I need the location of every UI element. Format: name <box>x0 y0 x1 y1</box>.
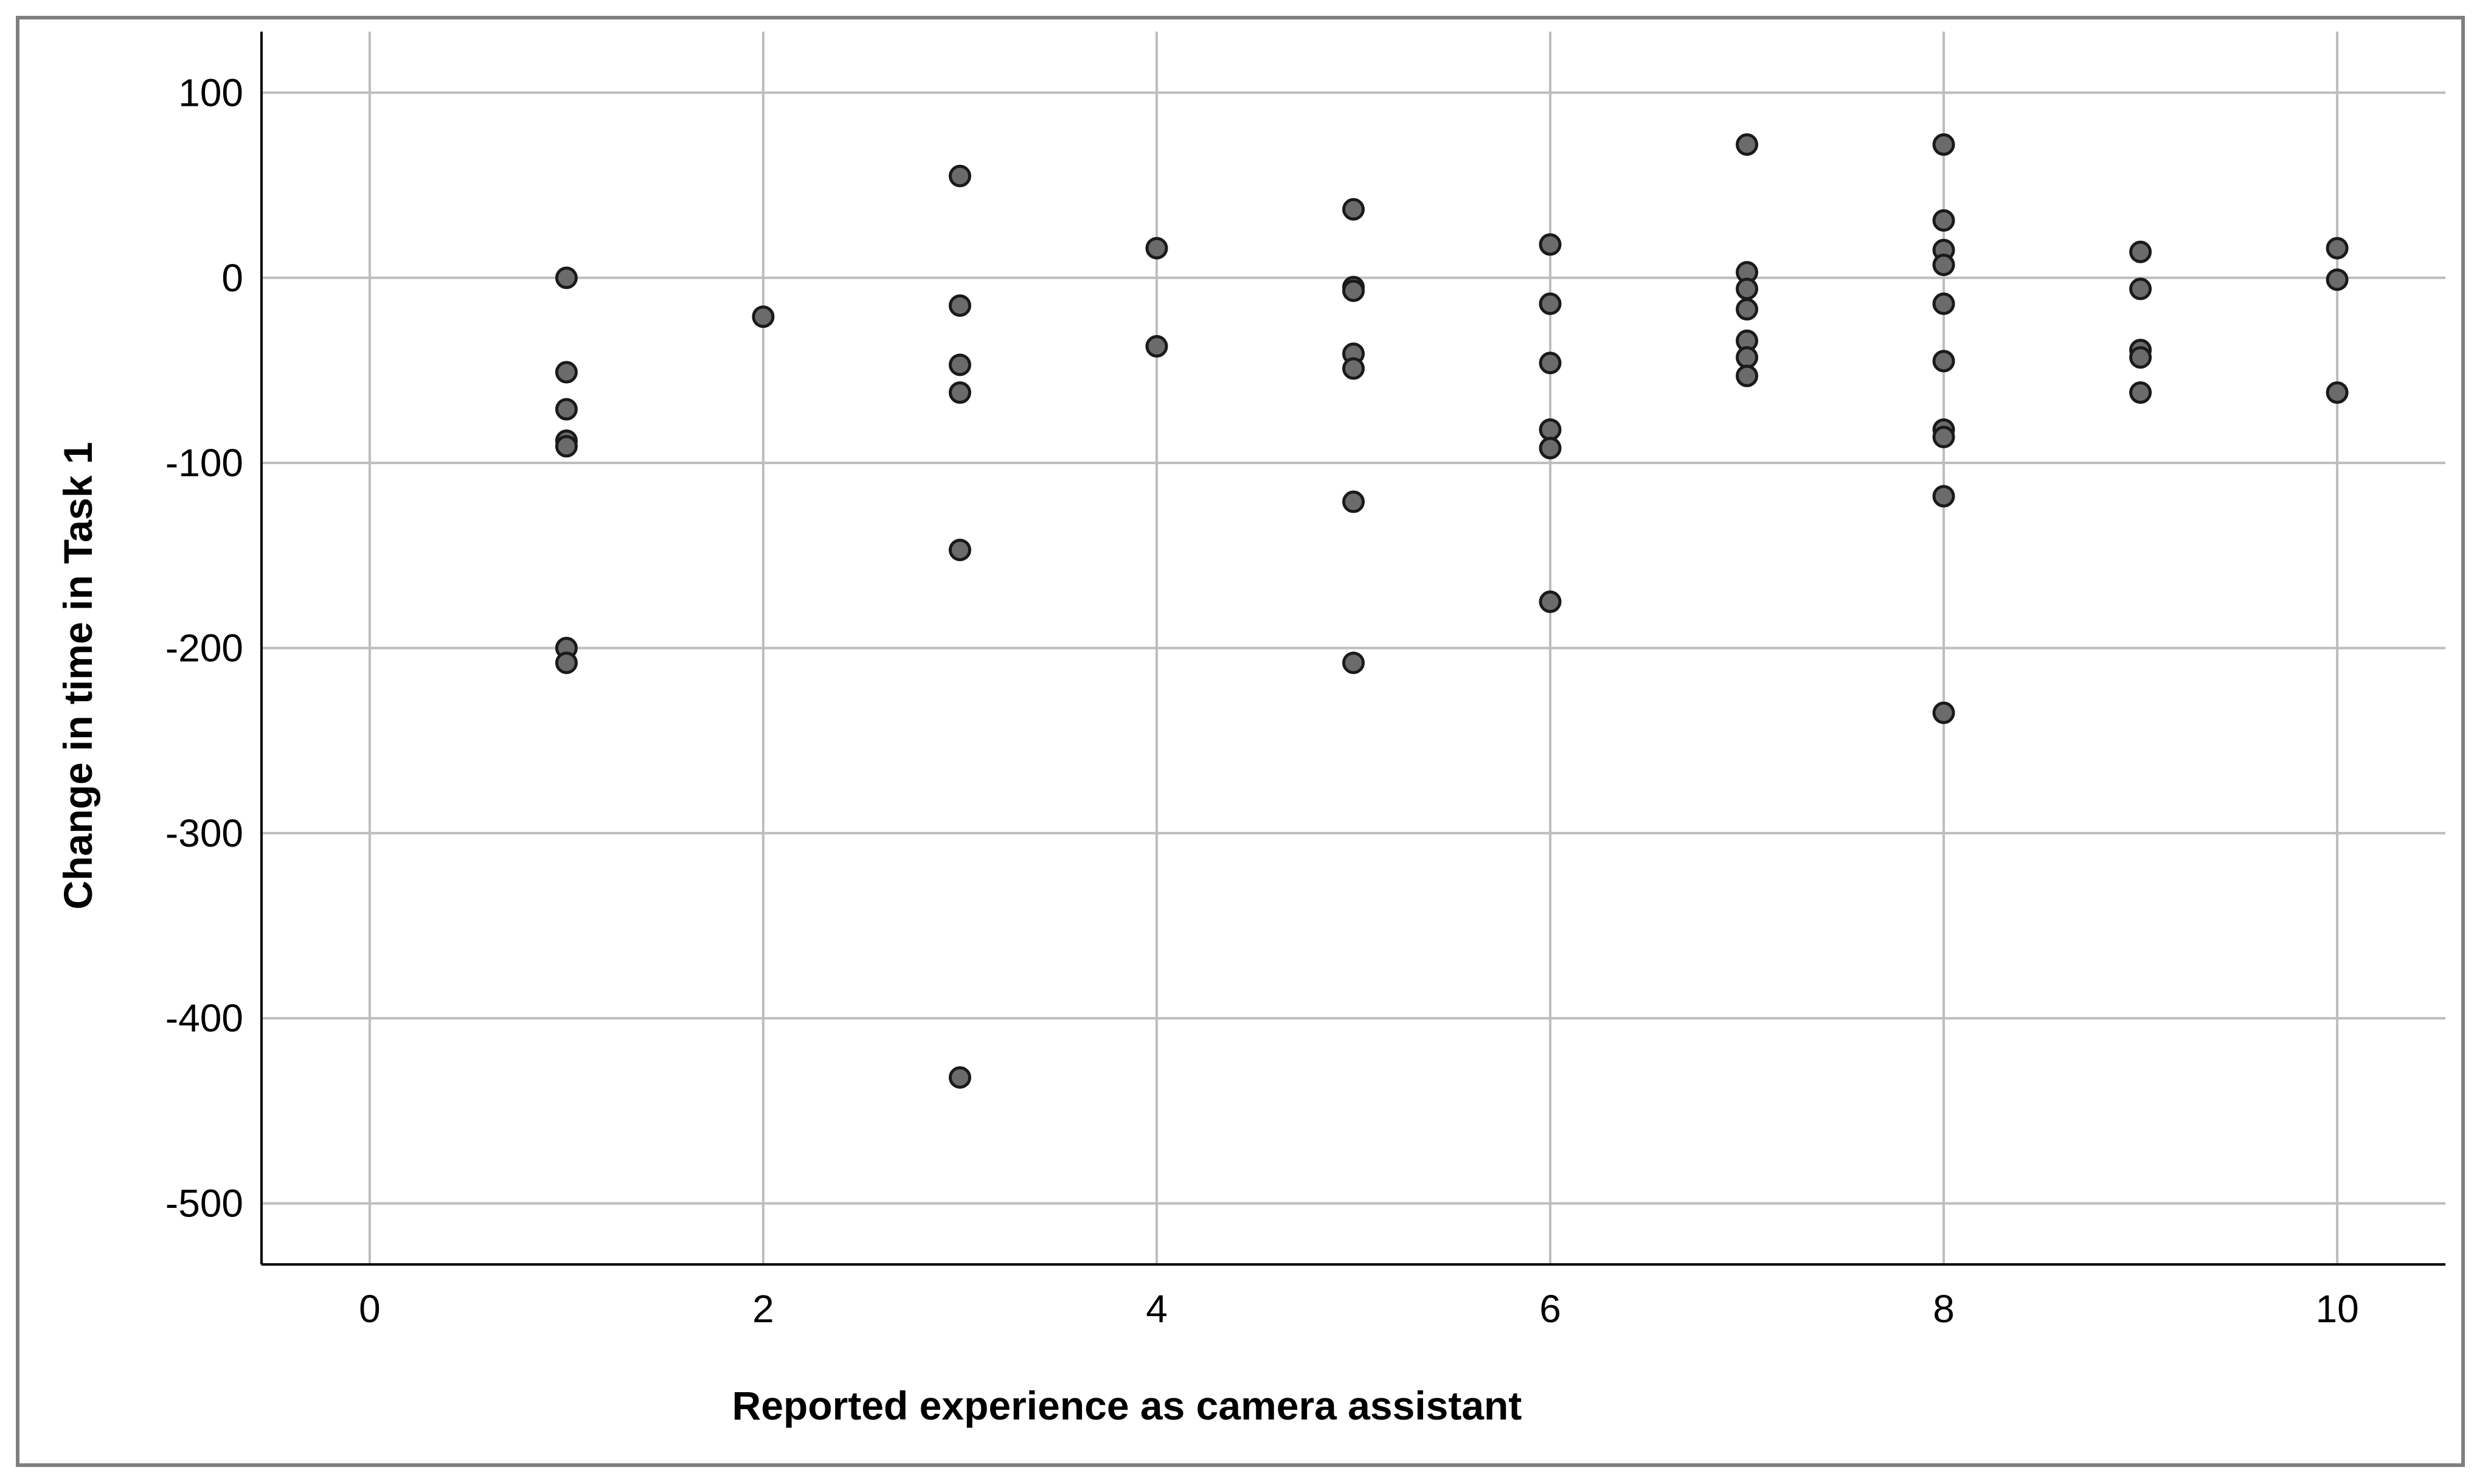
data-point <box>2326 381 2349 404</box>
data-point <box>1342 490 1365 513</box>
y-tick-label: -500 <box>165 1182 243 1226</box>
data-point <box>1539 292 1562 315</box>
x-tick-label: 2 <box>752 1287 774 1331</box>
data-point <box>1539 418 1562 441</box>
data-point <box>1539 437 1562 460</box>
x-axis-title: Reported experience as camera assistant <box>732 1383 1522 1428</box>
data-point <box>1932 485 1955 508</box>
tick-labels: 0 2 4 6 8 10 100 0 -100 -200 -300 -400 -500 <box>165 71 2359 1331</box>
data-point <box>1932 350 1955 373</box>
data-point <box>1736 133 1759 156</box>
data-point <box>1539 590 1562 613</box>
data-point <box>948 294 971 317</box>
data-point <box>1932 253 1955 276</box>
data-point <box>1342 279 1365 302</box>
data-point <box>948 381 971 404</box>
x-tick-label: 10 <box>2315 1287 2358 1331</box>
y-axis-title: Change in time in Task 1 <box>55 442 100 910</box>
data-points <box>555 133 2349 1089</box>
data-point <box>1736 346 1759 369</box>
data-point <box>948 353 971 376</box>
data-point <box>2129 277 2152 300</box>
data-point <box>1342 357 1365 380</box>
data-point <box>1736 298 1759 321</box>
data-point <box>2326 237 2349 260</box>
data-point <box>2129 346 2152 369</box>
scatter-chart: 0 2 4 6 8 10 100 0 -100 -200 -300 -400 -500 Reported… <box>55 32 2445 1428</box>
chart-frame: 0 2 4 6 8 10 100 0 -100 -200 -300 -400 -500 Reported… <box>16 16 2465 1467</box>
data-point <box>1932 292 1955 315</box>
data-point <box>1932 133 1955 156</box>
data-point <box>752 305 775 328</box>
x-tick-label: 4 <box>1146 1287 1168 1331</box>
x-tick-label: 6 <box>1539 1287 1561 1331</box>
data-point <box>555 266 578 290</box>
data-point <box>1145 237 1168 260</box>
data-point <box>1539 233 1562 256</box>
data-point <box>1539 352 1562 375</box>
data-point <box>2129 381 2152 404</box>
y-tick-label: 0 <box>221 256 243 300</box>
y-tick-label: 100 <box>178 71 243 114</box>
x-tick-label: 8 <box>1933 1287 1955 1331</box>
data-point <box>1342 651 1365 674</box>
data-point <box>1145 335 1168 358</box>
y-tick-label: -100 <box>165 441 243 485</box>
data-point <box>948 538 971 561</box>
y-tick-label: -200 <box>165 626 243 670</box>
data-point <box>555 361 578 384</box>
data-point <box>948 164 971 187</box>
data-point <box>1932 701 1955 724</box>
data-point <box>1342 198 1365 221</box>
x-tick-label: 0 <box>359 1287 381 1331</box>
data-point <box>555 651 578 674</box>
data-point <box>2326 268 2349 291</box>
data-point <box>1736 277 1759 300</box>
data-point <box>948 1066 971 1089</box>
data-point <box>1932 209 1955 232</box>
data-point <box>1932 426 1955 449</box>
data-point <box>555 435 578 458</box>
data-point <box>2129 240 2152 263</box>
data-point <box>1736 364 1759 387</box>
y-tick-label: -400 <box>165 996 243 1040</box>
data-point <box>555 398 578 421</box>
y-tick-label: -300 <box>165 811 243 855</box>
axes <box>260 32 2445 1266</box>
